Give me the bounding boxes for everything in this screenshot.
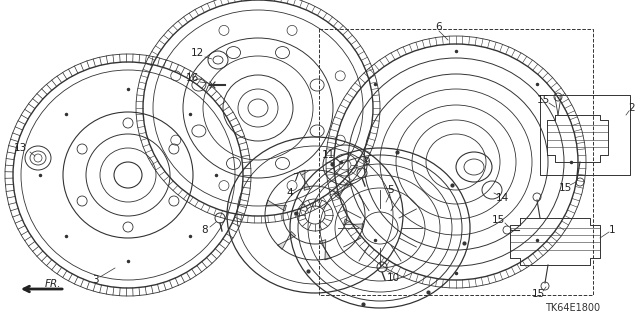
Text: 3: 3 — [92, 275, 99, 285]
Text: 11: 11 — [321, 150, 335, 160]
Text: 1: 1 — [609, 225, 615, 235]
Text: 9: 9 — [364, 157, 371, 167]
Text: 15: 15 — [492, 215, 504, 225]
Text: FR.: FR. — [45, 279, 61, 289]
Text: 5: 5 — [387, 185, 394, 195]
Text: 8: 8 — [202, 225, 208, 235]
Text: 7: 7 — [292, 173, 298, 183]
Text: 15: 15 — [558, 183, 572, 193]
Text: 12: 12 — [190, 48, 204, 58]
Text: 10: 10 — [387, 273, 399, 283]
Polygon shape — [300, 170, 310, 190]
Text: 6: 6 — [436, 22, 442, 32]
Text: TK64E1800: TK64E1800 — [545, 303, 600, 313]
Polygon shape — [266, 200, 286, 211]
Polygon shape — [320, 240, 331, 260]
Text: 15: 15 — [531, 289, 545, 299]
Polygon shape — [278, 232, 296, 249]
Polygon shape — [344, 219, 364, 230]
Text: 14: 14 — [495, 193, 509, 203]
Polygon shape — [335, 181, 352, 198]
Text: 13: 13 — [13, 143, 27, 153]
Text: 4: 4 — [287, 188, 293, 198]
Text: 2: 2 — [628, 103, 636, 113]
Text: 15: 15 — [536, 95, 550, 105]
Text: 16: 16 — [186, 73, 198, 83]
